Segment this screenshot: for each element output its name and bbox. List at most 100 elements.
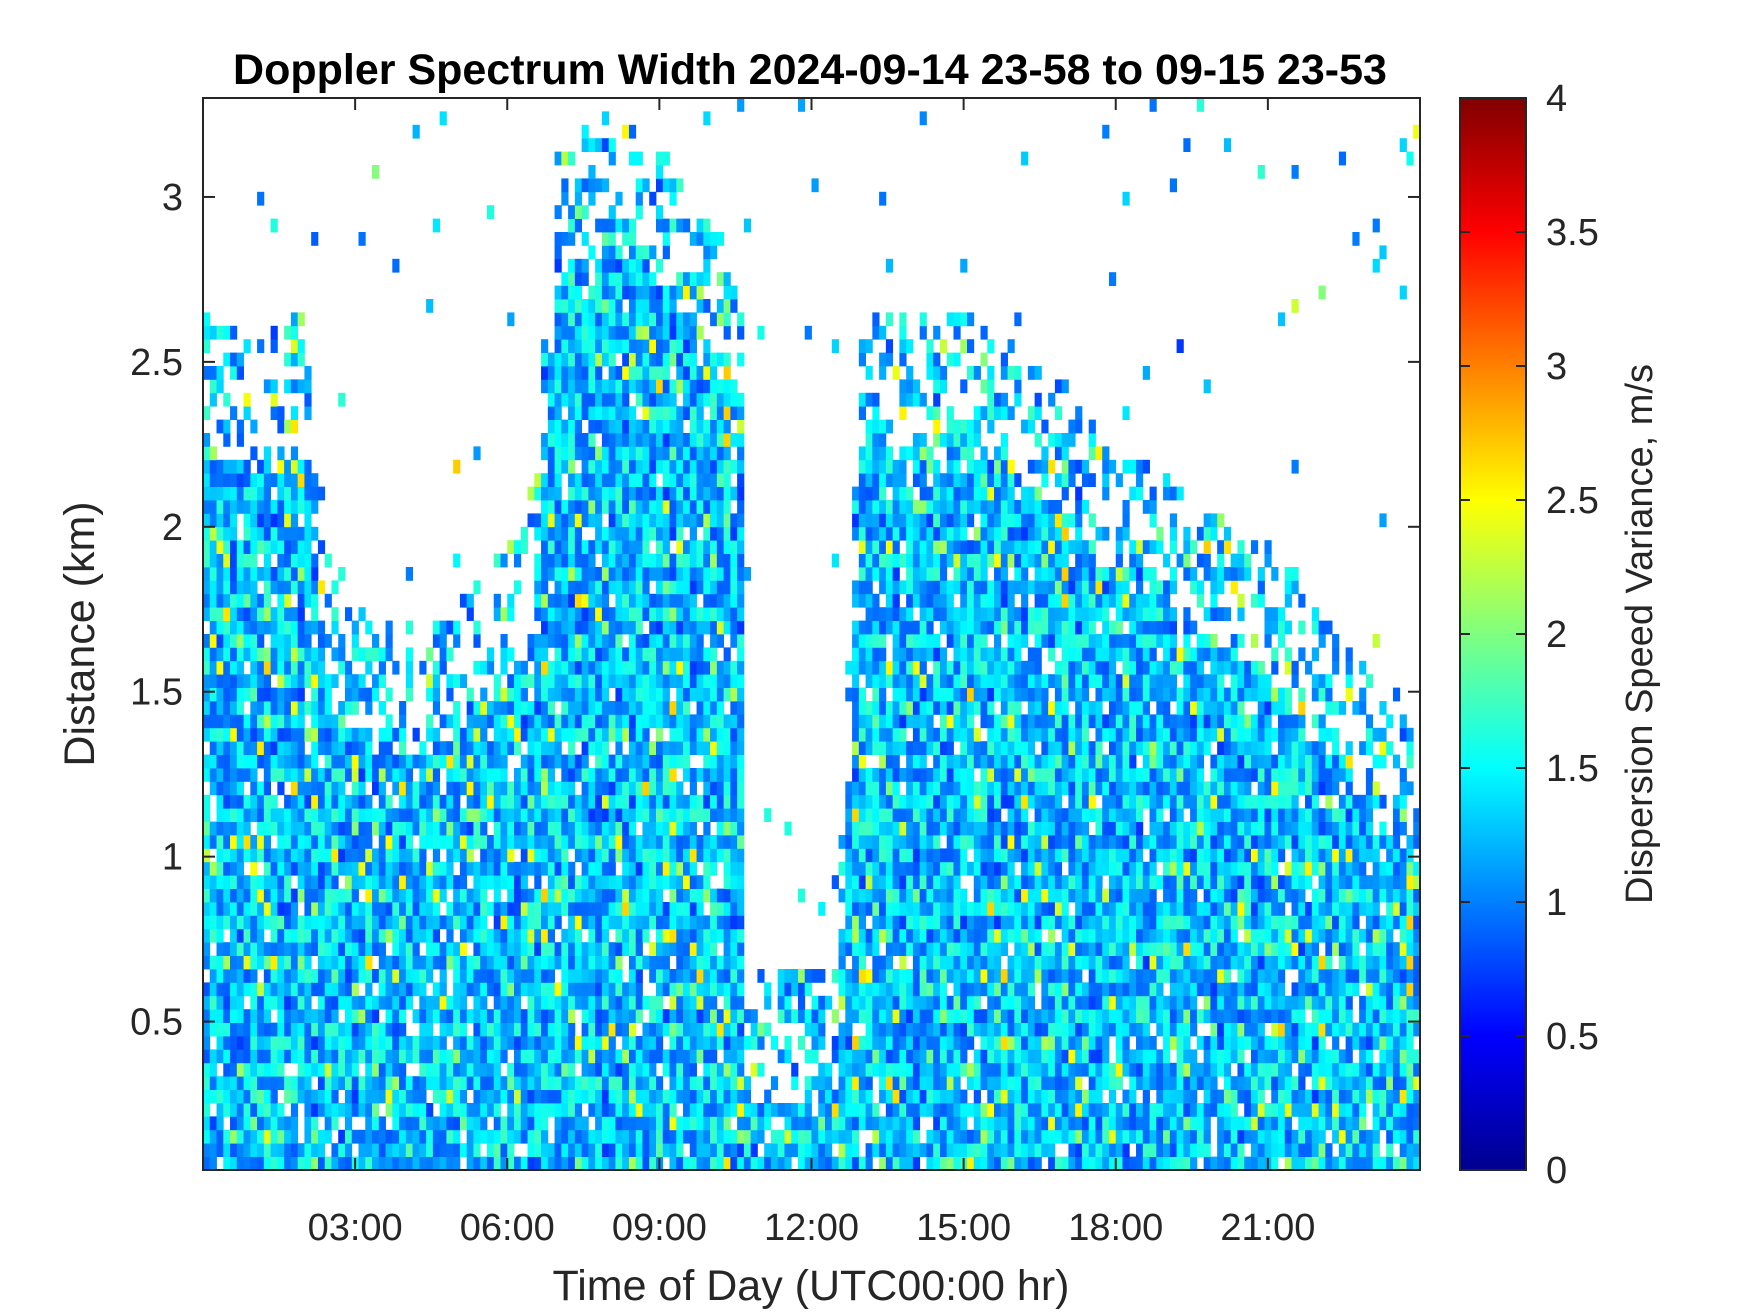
heatmap-cell — [568, 1036, 576, 1050]
heatmap-cell — [737, 500, 745, 514]
heatmap-cell — [331, 794, 339, 809]
heatmap-cell — [838, 1036, 846, 1050]
heatmap-cell — [933, 1062, 941, 1077]
heatmap-cell — [716, 580, 724, 595]
heatmap-cell — [236, 902, 244, 916]
heatmap-cell — [683, 285, 691, 300]
heatmap-cell — [574, 540, 583, 554]
heatmap-cell — [683, 915, 691, 930]
heatmap-cell — [399, 727, 407, 742]
heatmap-cell — [676, 419, 684, 434]
heatmap-cell — [554, 808, 562, 822]
heatmap-cell — [500, 1129, 508, 1144]
heatmap-cell — [662, 928, 670, 943]
heatmap-cell — [311, 620, 319, 635]
heatmap-cell — [649, 902, 657, 916]
heatmap-cell — [730, 969, 738, 983]
heatmap-cell — [676, 486, 684, 501]
heatmap-cell — [520, 821, 528, 836]
heatmap-cell — [662, 915, 670, 930]
heatmap-cell — [209, 768, 217, 782]
heatmap-cell — [405, 1089, 413, 1104]
heatmap-cell — [514, 902, 522, 916]
heatmap-cell — [737, 848, 745, 863]
heatmap-cell — [615, 258, 623, 273]
heatmap-cell — [716, 379, 724, 394]
heatmap-cell — [858, 526, 866, 541]
heatmap-cell — [635, 902, 643, 916]
heatmap-cell — [419, 848, 427, 863]
heatmap-cell — [541, 634, 549, 648]
heatmap-cell — [392, 1076, 400, 1090]
heatmap-cell — [615, 459, 623, 474]
heatmap-cell — [277, 473, 285, 487]
heatmap-cell — [290, 312, 299, 327]
heatmap-cell — [290, 379, 299, 394]
heatmap-cell — [879, 848, 887, 863]
heatmap-cell — [236, 540, 244, 554]
heatmap-cell — [912, 982, 921, 997]
heatmap-cell — [561, 754, 569, 769]
heatmap-cell — [858, 1116, 866, 1131]
heatmap-cell — [676, 178, 684, 193]
heatmap-cell — [317, 861, 326, 876]
heatmap-cell — [879, 1022, 887, 1037]
heatmap-cell — [568, 339, 576, 353]
heatmap-cell — [446, 674, 454, 688]
heatmap-cell — [223, 634, 231, 648]
heatmap-cell — [879, 835, 887, 849]
heatmap-cell — [270, 754, 278, 769]
heatmap-cell — [311, 1062, 319, 1077]
heatmap-cell — [669, 513, 677, 528]
heatmap-cell — [243, 513, 251, 528]
heatmap-cell — [311, 1129, 319, 1144]
heatmap-cell — [595, 647, 603, 662]
heatmap-cell — [872, 674, 880, 688]
heatmap-cell — [662, 1009, 670, 1023]
heatmap-cell — [385, 1089, 393, 1104]
heatmap-cell — [372, 902, 380, 916]
heatmap-cell — [541, 526, 549, 541]
heatmap-cell — [297, 379, 305, 394]
heatmap-cell — [703, 352, 711, 367]
heatmap-cell — [419, 995, 427, 1010]
heatmap-cell — [581, 995, 589, 1010]
heatmap-cell — [399, 808, 407, 822]
heatmap-cell — [737, 902, 745, 916]
heatmap-cell — [236, 1129, 244, 1144]
heatmap-cell — [770, 1103, 779, 1117]
heatmap-cell — [669, 1022, 677, 1037]
heatmap-cell — [493, 1116, 501, 1131]
heatmap-cell — [365, 768, 373, 782]
heatmap-cell — [635, 593, 643, 608]
heatmap-cell — [892, 727, 900, 742]
heatmap-cell — [338, 1156, 346, 1171]
heatmap-cell — [338, 634, 346, 648]
heatmap-cell — [324, 902, 332, 916]
heatmap-cell — [926, 995, 934, 1010]
heatmap-cell — [865, 794, 873, 809]
heatmap-cell — [642, 1036, 650, 1050]
heatmap-cell — [230, 513, 238, 528]
heatmap-cell — [243, 1036, 251, 1050]
heatmap-cell — [939, 701, 948, 715]
heatmap-cell — [676, 218, 684, 233]
heatmap-cell — [554, 285, 562, 300]
heatmap-cell — [439, 1009, 447, 1023]
heatmap-cell — [500, 727, 508, 742]
heatmap-cell — [919, 660, 927, 675]
heatmap-cell — [243, 339, 251, 353]
heatmap-cell — [534, 741, 542, 755]
heatmap-cell — [466, 915, 474, 930]
heatmap-cell — [655, 299, 664, 313]
heatmap-cell — [378, 1116, 386, 1131]
heatmap-cell — [683, 459, 691, 474]
heatmap-cell — [879, 1116, 887, 1131]
heatmap-cell — [541, 781, 549, 796]
heatmap-cell — [514, 1009, 522, 1023]
heatmap-cell — [933, 392, 941, 407]
heatmap-cell — [500, 995, 508, 1010]
heatmap-cell — [365, 915, 373, 930]
heatmap-cell — [344, 701, 353, 715]
heatmap-cell — [710, 768, 718, 782]
